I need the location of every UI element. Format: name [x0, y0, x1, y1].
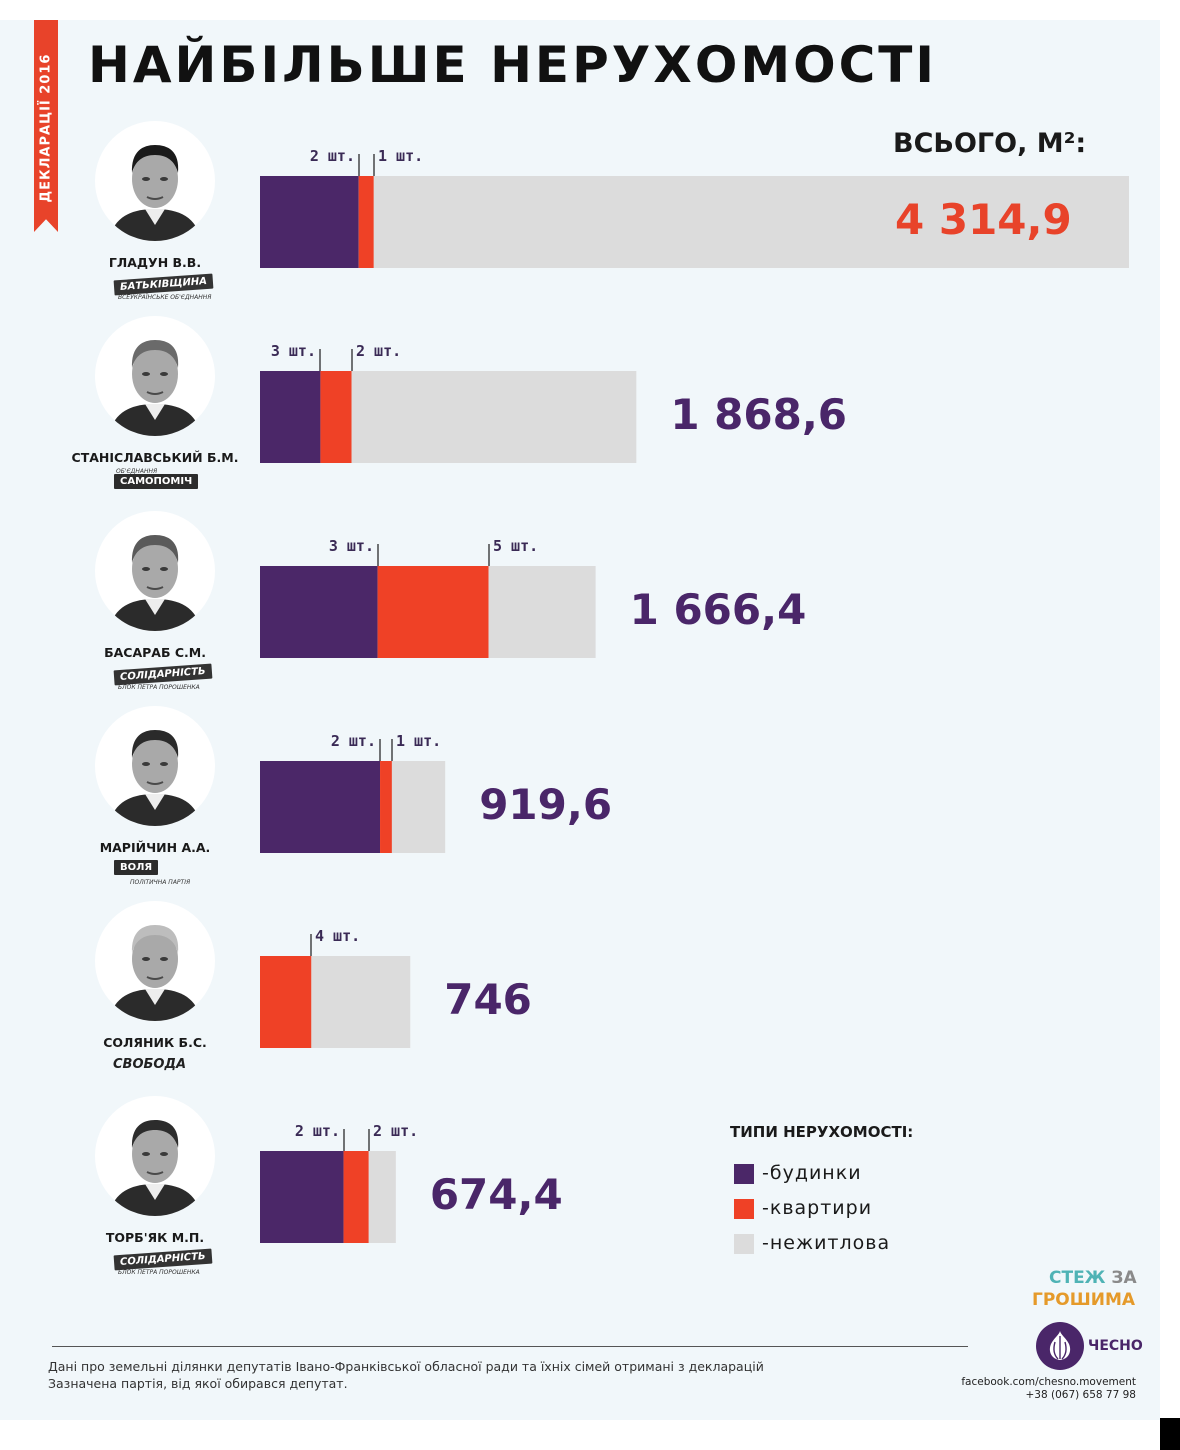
portrait-icon [109, 730, 201, 826]
bar-segment-nonresidential [368, 1151, 396, 1243]
deputy-avatar [95, 316, 215, 436]
bar-segment-apartments [358, 176, 374, 268]
total-value: 4 314,9 [895, 195, 1072, 244]
bar-segment-nonresidential [351, 371, 637, 463]
deputy-name: СОЛЯНИК Б.С. [103, 1035, 207, 1050]
total-value: 746 [444, 975, 532, 1024]
portrait-icon [109, 535, 201, 631]
party-badge: ВОЛЯ [114, 860, 159, 875]
count-label: 2 шт. [310, 147, 355, 165]
deputy-avatar [95, 1096, 215, 1216]
portrait-icon [109, 925, 201, 1021]
deputy-avatar [95, 511, 215, 631]
portrait-icon [109, 1120, 201, 1216]
party-subtitle: БЛОК ПЕТРА ПОРОШЕНКА [118, 684, 200, 691]
portrait-icon [109, 340, 201, 436]
facebook-link[interactable]: facebook.com/chesno.movement [961, 1376, 1136, 1388]
deputy-name: ТОРБ'ЯК М.П. [105, 1230, 205, 1245]
legend-title: ТИПИ НЕРУХОМОСТІ: [730, 1123, 914, 1141]
legend-swatch-houses [734, 1164, 754, 1184]
party-badge: СВОБОДА [113, 1057, 187, 1072]
deputy-name: БАСАРАБ С.М. [104, 645, 206, 660]
count-label: 2 шт. [331, 732, 376, 750]
total-area-label: ВСЬОГО, М²: [893, 128, 1087, 159]
count-label: 1 шт. [396, 732, 441, 750]
chesno-logo-icon [1036, 1322, 1084, 1370]
total-value: 1 666,4 [630, 585, 807, 634]
bar-segment-houses [260, 1151, 344, 1243]
total-value: 919,6 [479, 780, 612, 829]
bar-segment-houses [260, 371, 321, 463]
portrait-icon [109, 145, 201, 241]
legend-label-houses: -будинки [762, 1162, 862, 1184]
total-value: 1 868,6 [670, 390, 847, 439]
bar-segment-nonresidential [373, 176, 1129, 268]
brand-line-1: СТЕЖ ЗА [1049, 1268, 1137, 1288]
legend-swatch-nonresidential [734, 1234, 754, 1254]
legend-swatch-apartments [734, 1199, 754, 1219]
bar-segment-nonresidential [488, 566, 596, 658]
bar-segment-nonresidential [311, 956, 411, 1048]
bar-segment-houses [260, 761, 381, 853]
footer-divider [52, 1346, 968, 1347]
bar-segment-apartments [320, 371, 352, 463]
brand-word-2: ЗА [1111, 1268, 1137, 1288]
footer-note-source: Дані про земельні ділянки депутатів Іван… [48, 1359, 764, 1374]
count-label: 4 шт. [315, 927, 360, 945]
brand-line-2: ГРОШИМА [1032, 1290, 1136, 1310]
count-label: 2 шт. [373, 1122, 418, 1140]
count-label: 2 шт. [356, 342, 401, 360]
corner-block [1160, 1418, 1180, 1450]
deputy-name: ГЛАДУН В.В. [108, 255, 202, 270]
bar-segment-apartments [380, 761, 392, 853]
bar-segment-houses [260, 176, 359, 268]
page-title: НАЙБІЛЬШЕ НЕРУХОМОСТІ [88, 36, 937, 94]
garlic-icon [1049, 1331, 1071, 1360]
count-label: 3 шт. [271, 342, 316, 360]
count-label: 3 шт. [329, 537, 374, 555]
party-badge: САМОПОМІЧ [114, 474, 199, 489]
bar-segment-nonresidential [391, 761, 446, 853]
bar-segment-houses [260, 566, 378, 658]
deputy-avatar [95, 901, 215, 1021]
party-subtitle: ВСЕУКРАЇНСЬКЕ ОБ'ЄДНАННЯ [118, 294, 212, 301]
brand-word-1: СТЕЖ [1049, 1268, 1106, 1288]
legend-label-nonresidential: -нежитлова [762, 1232, 891, 1254]
count-label: 1 шт. [378, 147, 423, 165]
bar-segment-apartments [377, 566, 489, 658]
count-label: 2 шт. [295, 1122, 340, 1140]
year-ribbon: ДЕКЛАРАЦІЇ 2016 [34, 20, 58, 232]
party-subtitle: ПОЛІТИЧНА ПАРТІЯ [130, 879, 191, 886]
deputy-name: СТАНІСЛАВСЬКИЙ Б.М. [71, 450, 239, 465]
footer-note-party: Зазначена партія, від якої обирався депу… [48, 1376, 348, 1391]
party-subtitle: БЛОК ПЕТРА ПОРОШЕНКА [118, 1269, 200, 1276]
deputy-avatar [95, 706, 215, 826]
count-label: 5 шт. [493, 537, 538, 555]
legend-label-apartments: -квартири [762, 1197, 873, 1219]
bar-segment-apartments [260, 956, 312, 1048]
chesno-logo-text: ЧЕСНО [1088, 1338, 1143, 1354]
total-value: 674,4 [430, 1170, 563, 1219]
deputy-avatar [95, 121, 215, 241]
party-subtitle: ОБ'ЄДНАННЯ [116, 468, 158, 475]
phone-number: +38 (067) 658 77 98 [1025, 1389, 1136, 1401]
bar-segment-apartments [343, 1151, 369, 1243]
deputy-name: МАРІЙЧИН А.А. [99, 840, 211, 855]
